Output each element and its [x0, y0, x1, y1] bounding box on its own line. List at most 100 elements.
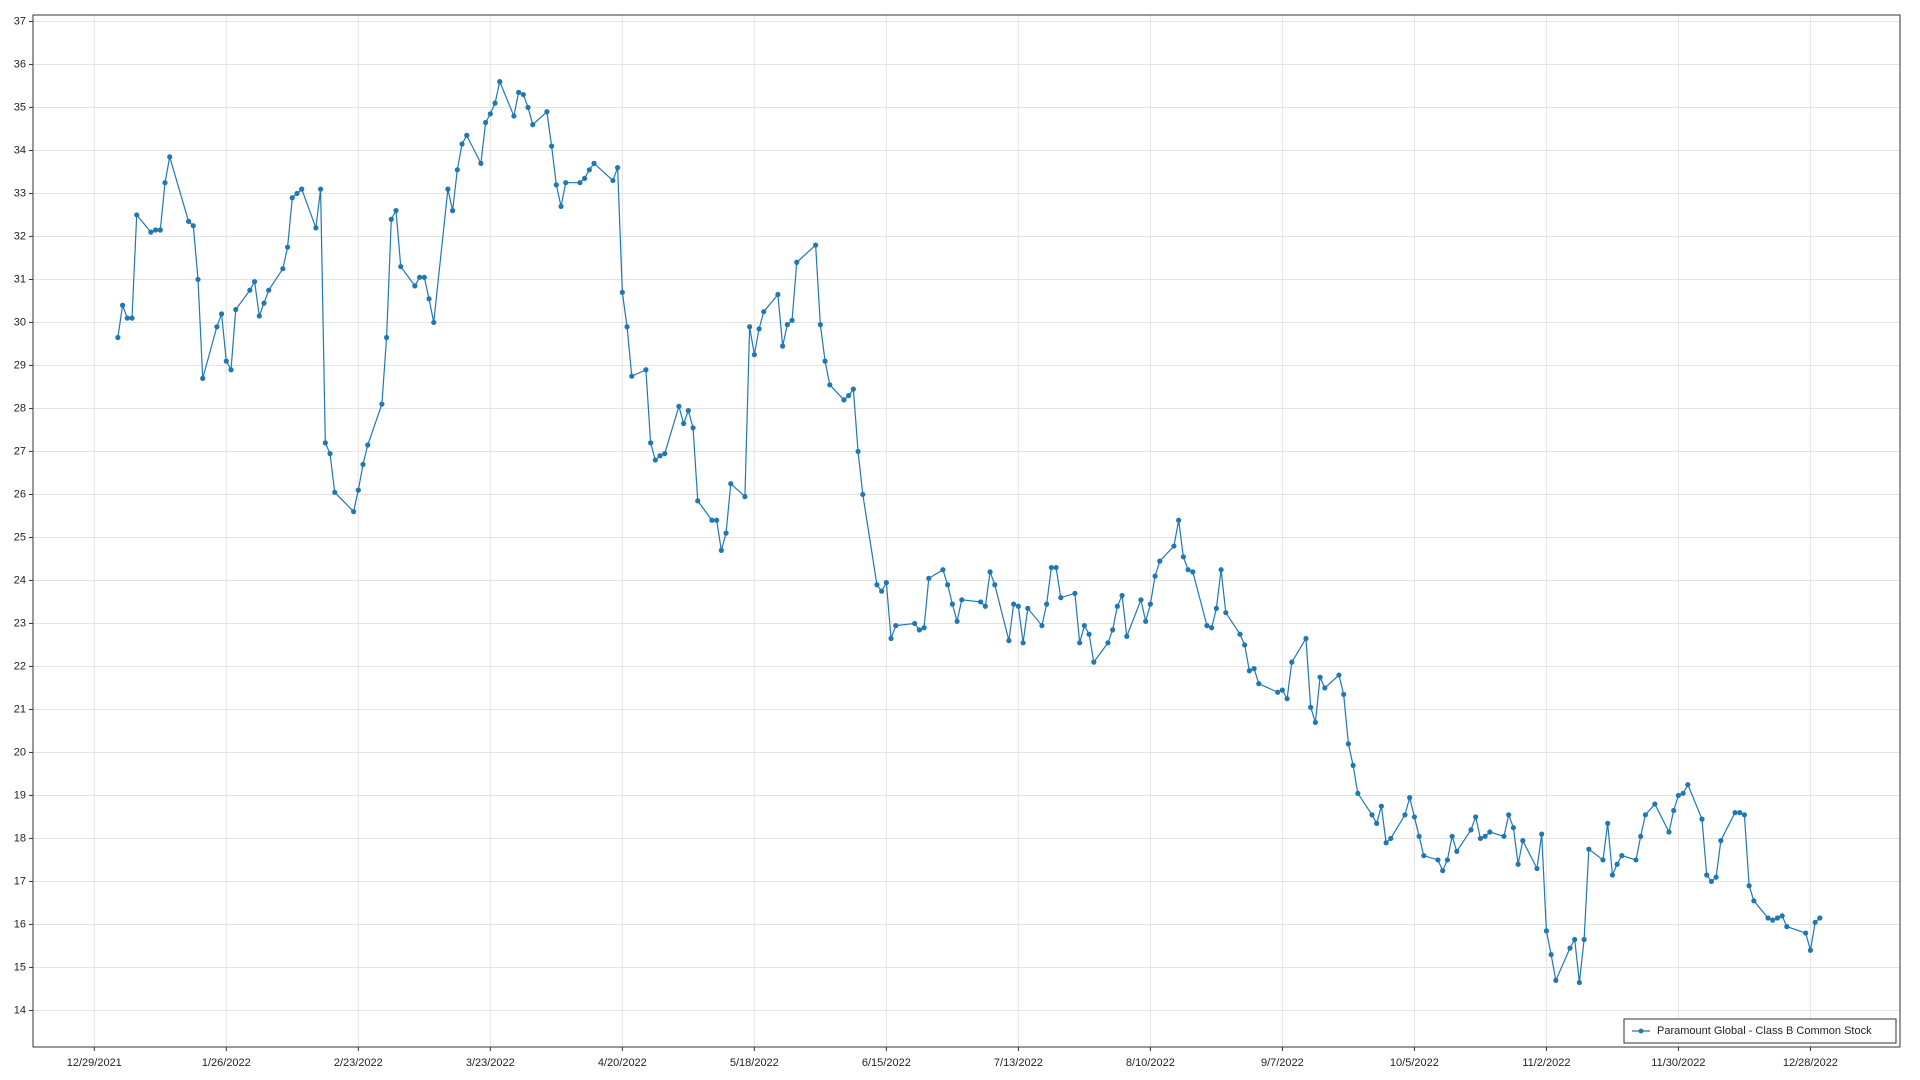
- data-point: [1119, 592, 1125, 599]
- data-point: [718, 547, 724, 553]
- data-point: [294, 190, 300, 197]
- data-point: [327, 451, 333, 457]
- data-point: [233, 306, 239, 313]
- x-tick-label: 10/5/2022: [1390, 1057, 1439, 1069]
- y-tick-label: 23: [14, 617, 26, 629]
- data-point: [1572, 936, 1578, 943]
- y-tick-label: 26: [14, 488, 26, 500]
- data-point: [681, 420, 687, 427]
- data-point: [761, 309, 767, 315]
- data-point: [1015, 603, 1021, 609]
- data-point: [709, 517, 715, 523]
- data-point: [652, 457, 658, 463]
- x-tick-label: 7/13/2022: [994, 1057, 1043, 1069]
- data-point: [525, 104, 531, 111]
- data-point: [426, 296, 432, 302]
- data-point: [129, 315, 135, 321]
- data-point: [289, 195, 295, 201]
- data-point: [1666, 829, 1672, 835]
- data-point: [530, 122, 536, 128]
- data-point: [487, 111, 493, 117]
- data-point: [1605, 820, 1611, 827]
- data-point: [1779, 913, 1785, 919]
- data-point: [959, 597, 965, 603]
- y-tick-label: 33: [14, 187, 26, 199]
- data-point: [388, 216, 394, 222]
- data-point: [789, 317, 795, 323]
- x-tick-label: 3/23/2022: [466, 1057, 515, 1069]
- y-tick-label: 24: [14, 574, 26, 586]
- data-point: [1209, 625, 1215, 631]
- data-point: [987, 569, 993, 575]
- data-point: [218, 311, 225, 317]
- data-point: [412, 283, 418, 289]
- data-point: [577, 180, 583, 186]
- data-point: [1020, 640, 1026, 646]
- x-tick-label: 1/26/2022: [202, 1057, 251, 1069]
- data-point: [1812, 919, 1818, 925]
- data-point: [1124, 633, 1130, 639]
- data-point: [383, 334, 390, 341]
- data-point: [794, 259, 800, 265]
- data-point: [992, 582, 998, 588]
- x-tick-label: 12/29/2021: [67, 1057, 122, 1069]
- data-point: [860, 491, 866, 498]
- series-line: [117, 79, 1821, 983]
- data-point: [1081, 623, 1087, 629]
- data-point: [355, 487, 361, 493]
- data-point: [1303, 635, 1309, 642]
- data-point: [846, 392, 852, 399]
- data-point: [1770, 917, 1776, 923]
- data-point: [690, 425, 696, 431]
- data-point: [657, 453, 663, 459]
- data-point: [1242, 642, 1248, 648]
- data-point: [1704, 872, 1710, 878]
- data-point: [676, 403, 682, 409]
- x-tick-label: 5/18/2022: [730, 1057, 779, 1069]
- data-point: [558, 203, 564, 209]
- data-point: [544, 109, 550, 115]
- data-point: [1609, 872, 1616, 878]
- data-point: [124, 315, 130, 321]
- data-point: [1576, 979, 1583, 986]
- data-point: [1449, 833, 1455, 839]
- data-point: [1091, 659, 1097, 665]
- data-point: [1520, 838, 1526, 844]
- data-point: [1737, 810, 1743, 816]
- data-point: [1713, 874, 1719, 880]
- data-point: [586, 167, 592, 173]
- data-point: [1746, 883, 1752, 889]
- data-point: [322, 440, 328, 446]
- data-point: [214, 324, 220, 330]
- data-point: [167, 154, 173, 160]
- data-point: [421, 274, 427, 280]
- data-point: [464, 132, 470, 138]
- data-point: [883, 580, 889, 586]
- data-point: [1671, 807, 1677, 814]
- data-point: [1487, 829, 1493, 835]
- x-tick-label: 6/15/2022: [862, 1057, 911, 1069]
- data-point: [879, 588, 885, 594]
- x-tick-label: 4/20/2022: [598, 1057, 647, 1069]
- data-point: [1534, 865, 1540, 872]
- y-tick-label: 17: [14, 875, 26, 887]
- y-tick-label: 29: [14, 359, 26, 371]
- data-point: [916, 627, 922, 633]
- data-point: [1411, 814, 1417, 820]
- data-point: [582, 175, 588, 181]
- data-point: [1718, 838, 1724, 844]
- data-point: [850, 386, 856, 392]
- data-point: [1680, 790, 1686, 796]
- data-point: [1171, 543, 1177, 549]
- data-point: [365, 442, 371, 448]
- data-point: [115, 334, 121, 341]
- data-point: [492, 100, 498, 106]
- data-point: [185, 218, 192, 224]
- data-point: [223, 358, 229, 364]
- data-point: [1586, 846, 1592, 852]
- data-point: [1011, 601, 1017, 607]
- data-point: [1378, 803, 1384, 809]
- data-point: [1223, 610, 1229, 616]
- data-point: [417, 274, 423, 280]
- data-point: [1322, 685, 1328, 691]
